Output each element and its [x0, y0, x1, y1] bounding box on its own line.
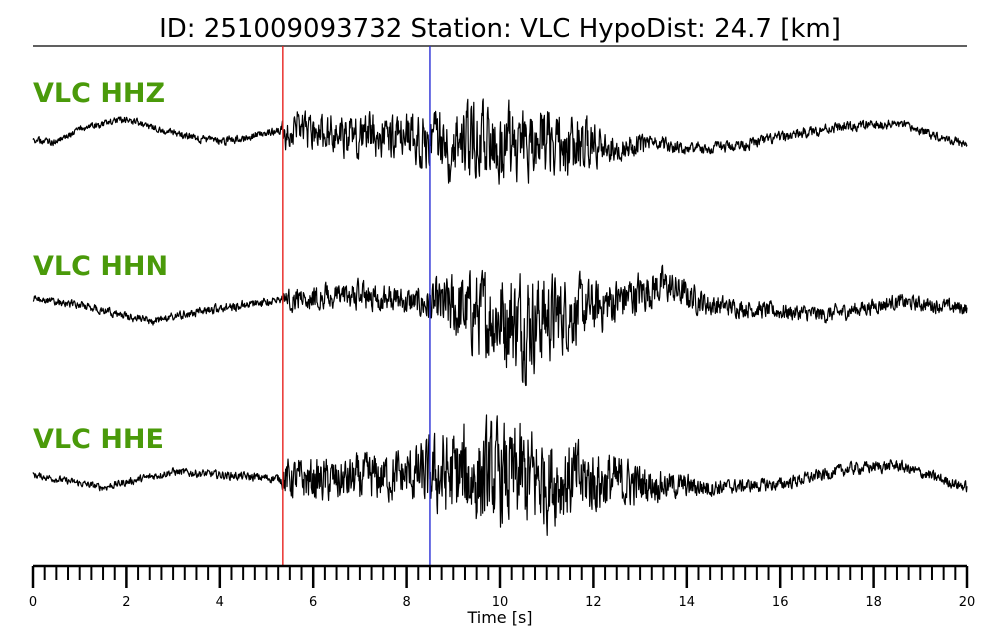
channel-label-vlc-hhn: VLC HHN: [33, 251, 168, 282]
trace-vlc-hhe: [32, 414, 968, 536]
tick-label: 8: [402, 595, 410, 610]
tick-label: 14: [679, 595, 696, 610]
time-axis-tick-labels: 0 2 4 6 8 10 12 14 16 18 20: [29, 595, 975, 610]
pick-lines: [282, 46, 431, 566]
channel-label-vlc-hhe: VLC HHE: [33, 424, 164, 455]
time-axis-ticks: [31, 566, 969, 588]
trace-vlc-hhz: [32, 98, 968, 185]
tick-label: 18: [865, 595, 882, 610]
tick-label: 16: [772, 595, 789, 610]
trace-group: [32, 98, 968, 536]
channel-label-vlc-hhz: VLC HHZ: [33, 78, 165, 109]
tick-label: 2: [122, 595, 130, 610]
time-axis: 0 2 4 6 8 10 12 14 16 18 20 Time [s]: [29, 564, 975, 627]
tick-label: 6: [309, 595, 317, 610]
x-axis-label: Time [s]: [466, 608, 532, 627]
trace-vlc-hhn: [32, 264, 968, 387]
tick-label: 12: [585, 595, 602, 610]
channel-labels: VLC HHZ VLC HHN VLC HHE: [33, 78, 168, 455]
tick-label: 20: [959, 595, 976, 610]
figure-title: ID: 251009093732 Station: VLC HypoDist: …: [159, 14, 841, 44]
tick-label: 10: [492, 595, 509, 610]
tick-label: 4: [216, 595, 224, 610]
tick-label: 0: [29, 595, 37, 610]
